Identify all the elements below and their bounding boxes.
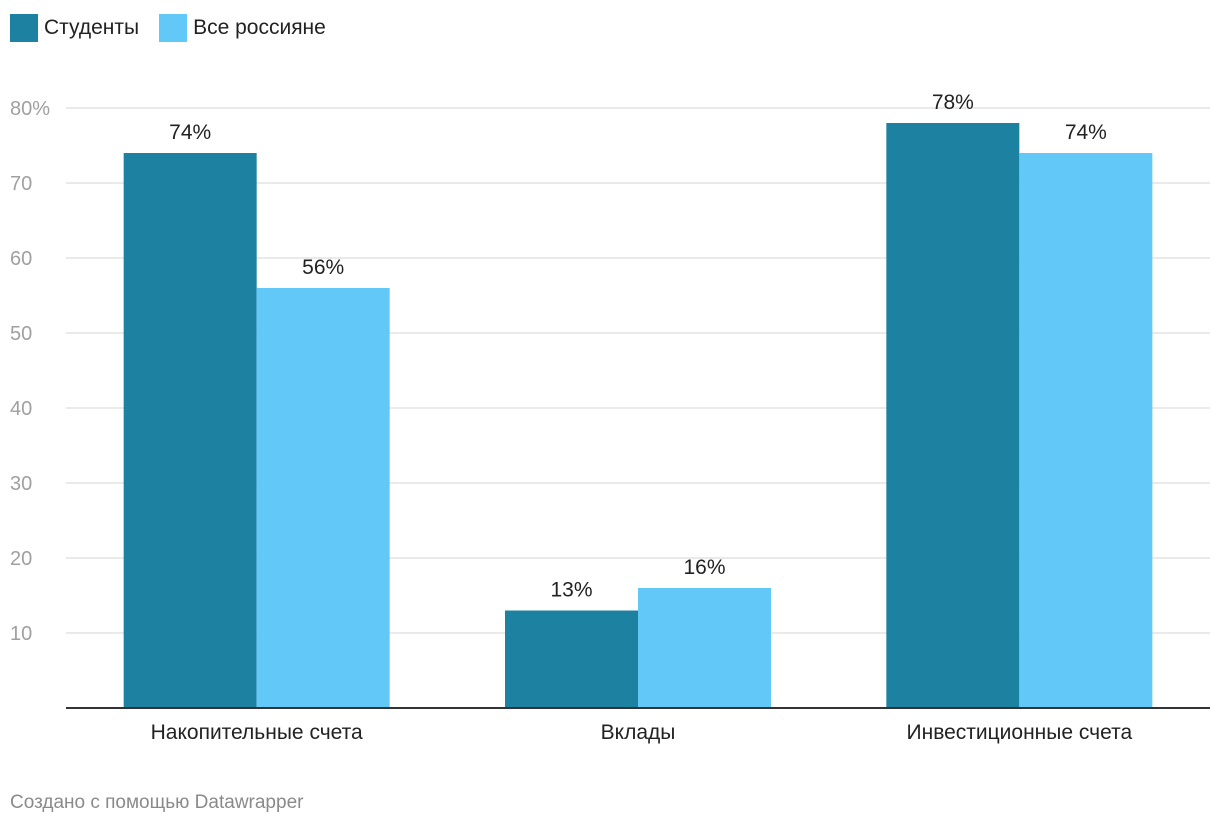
- y-tick-label-40: 40: [10, 398, 32, 420]
- legend-swatch-students: [10, 14, 38, 42]
- x-category-label-1: Вклады: [601, 721, 676, 744]
- legend-label-students: Студенты: [44, 16, 140, 39]
- y-tick-label-80: 80%: [10, 98, 50, 120]
- x-category-label-2: Инвестиционные счета: [907, 721, 1133, 744]
- data-label-students-1: 13%: [550, 579, 592, 602]
- legend-swatch-all-russians: [159, 14, 188, 42]
- legend-item-students: Студенты: [10, 14, 139, 42]
- bar-students-2: [886, 123, 1020, 708]
- data-label-all-russians-0: 56%: [302, 256, 344, 279]
- legend-item-all-russians: Все россияне: [159, 14, 326, 42]
- bar-all-russians-1: [638, 588, 771, 708]
- y-tick-label-30: 30: [10, 473, 32, 495]
- y-tick-label-50: 50: [10, 323, 32, 345]
- bar-students-0: [123, 153, 257, 708]
- bar-chart: 10 20 30 40 50 60 70 80% 74% 56% Накопительные сче…: [10, 91, 1210, 744]
- chart-legend: Студенты Все россияне: [10, 14, 326, 42]
- bar-all-russians-2: [1019, 153, 1153, 708]
- y-tick-label-70: 70: [10, 173, 32, 195]
- bar-all-russians-0: [256, 288, 390, 708]
- legend-label-all-russians: Все россияне: [193, 16, 326, 39]
- data-label-all-russians-2: 74%: [1065, 121, 1107, 144]
- footer-credit: Создано с помощью Datawrapper: [10, 792, 304, 813]
- data-label-students-2: 78%: [932, 91, 974, 114]
- x-category-label-0: Накопительные счета: [151, 721, 363, 744]
- bar-students-1: [505, 610, 638, 708]
- y-tick-label-10: 10: [10, 623, 32, 645]
- data-label-all-russians-1: 16%: [683, 556, 725, 579]
- y-tick-label-60: 60: [10, 248, 32, 270]
- y-tick-label-20: 20: [10, 548, 32, 570]
- data-label-students-0: 74%: [169, 121, 211, 144]
